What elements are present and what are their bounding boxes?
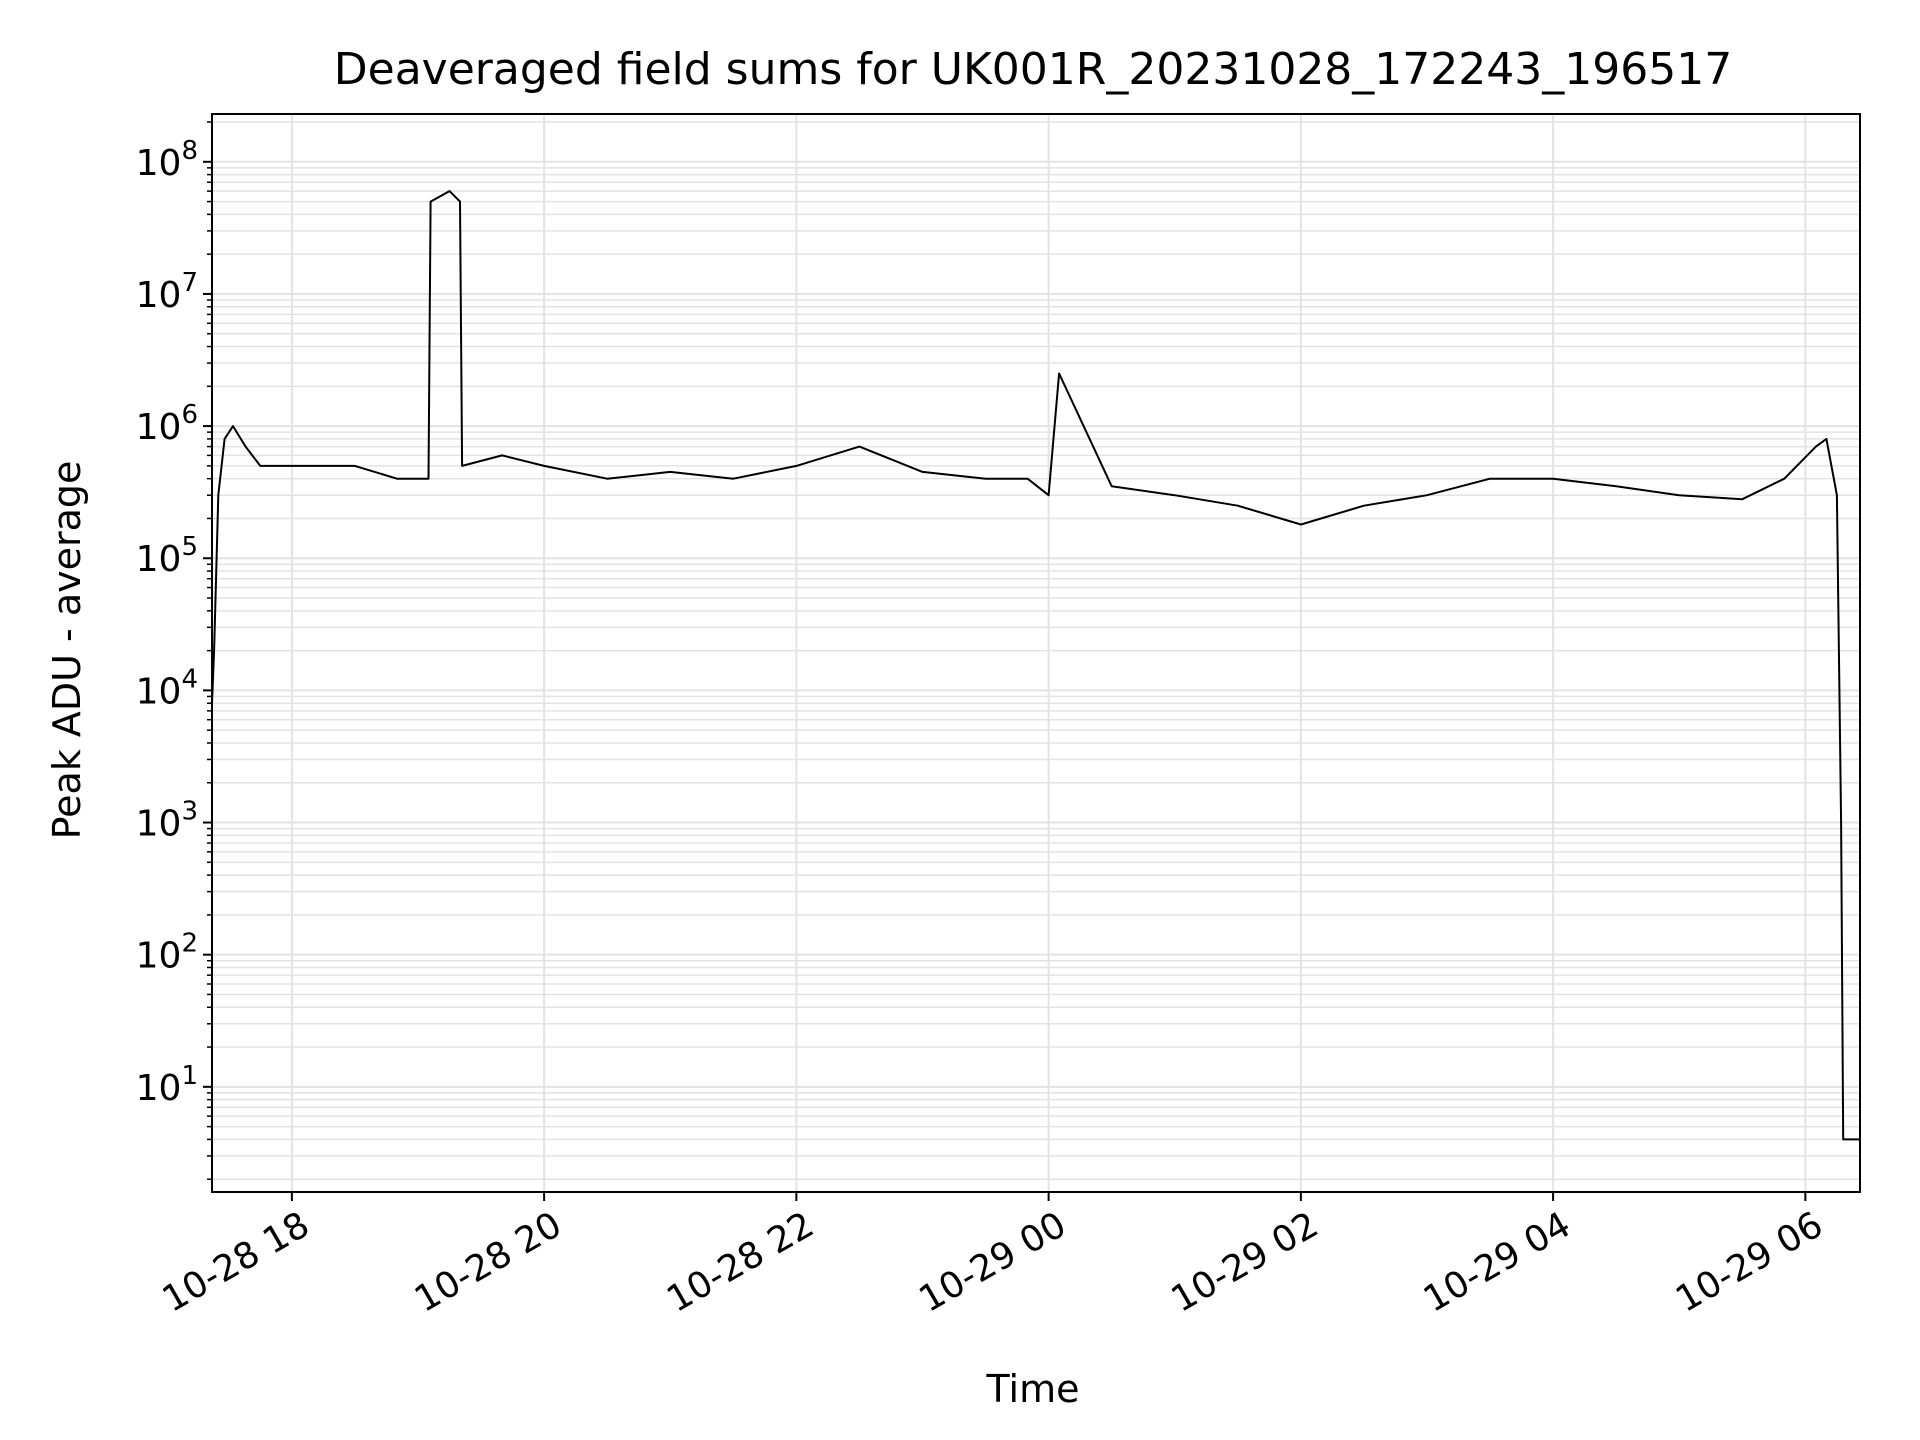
y-tick-label: 106 <box>136 400 198 448</box>
series-layer <box>211 190 1861 1141</box>
data-point <box>1615 485 1617 488</box>
data-point <box>858 445 861 448</box>
data-point <box>1815 445 1817 448</box>
data-point <box>354 465 356 467</box>
data-point <box>1783 477 1786 480</box>
data-point <box>1363 504 1365 507</box>
data-point <box>1058 372 1060 375</box>
data-point <box>1842 1138 1844 1141</box>
data-point <box>669 471 671 473</box>
data-point <box>1026 477 1029 480</box>
y-tick-label: 108 <box>136 136 198 184</box>
y-tick-label: 105 <box>136 532 198 580</box>
data-point <box>448 190 451 192</box>
data-point <box>732 477 735 480</box>
data-point <box>244 445 247 448</box>
data-point <box>232 425 234 427</box>
y-axis-label: Peak ADU - average <box>45 461 89 840</box>
data-point <box>461 465 463 467</box>
chart-title: Deaveraged field sums for UK001R_2023102… <box>334 44 1732 95</box>
data-point <box>1825 438 1828 440</box>
y-tick-label: 101 <box>136 1061 198 1109</box>
data-point <box>795 465 798 467</box>
data-point <box>501 454 503 457</box>
data-point <box>459 200 461 203</box>
data-point <box>1300 523 1302 526</box>
data-point <box>213 649 215 652</box>
y-axis: 101 102 103 104 105 106 107 108 <box>136 121 212 1180</box>
data-point <box>1741 498 1744 501</box>
data-point <box>984 477 987 480</box>
data-point <box>427 477 430 480</box>
data-point <box>312 465 314 467</box>
data-point <box>1552 477 1554 480</box>
y-tick-label: 107 <box>136 268 198 316</box>
series-line <box>211 190 1860 1141</box>
data-point <box>1489 477 1491 480</box>
data-point <box>1237 504 1239 507</box>
data-point <box>217 494 220 497</box>
data-point <box>429 200 432 203</box>
data-point <box>1678 494 1680 497</box>
data-point <box>543 465 545 467</box>
data-point <box>921 471 924 473</box>
data-point <box>259 465 262 467</box>
y-tick-label: 104 <box>136 664 198 712</box>
y-tick-label: 102 <box>136 929 198 977</box>
data-point <box>1840 821 1842 824</box>
data-point <box>396 477 398 480</box>
grid-lines <box>212 114 1860 1192</box>
data-point <box>1836 494 1838 497</box>
data-point <box>1426 494 1428 497</box>
data-point <box>223 438 226 440</box>
data-point <box>1110 485 1113 488</box>
x-axis-label: Time <box>986 1367 1080 1411</box>
plot-frame <box>211 113 1861 1193</box>
y-tick-label: 103 <box>136 797 198 845</box>
data-point <box>280 465 283 467</box>
data-point <box>1173 494 1176 497</box>
data-point <box>606 477 608 480</box>
data-point <box>1047 494 1050 497</box>
